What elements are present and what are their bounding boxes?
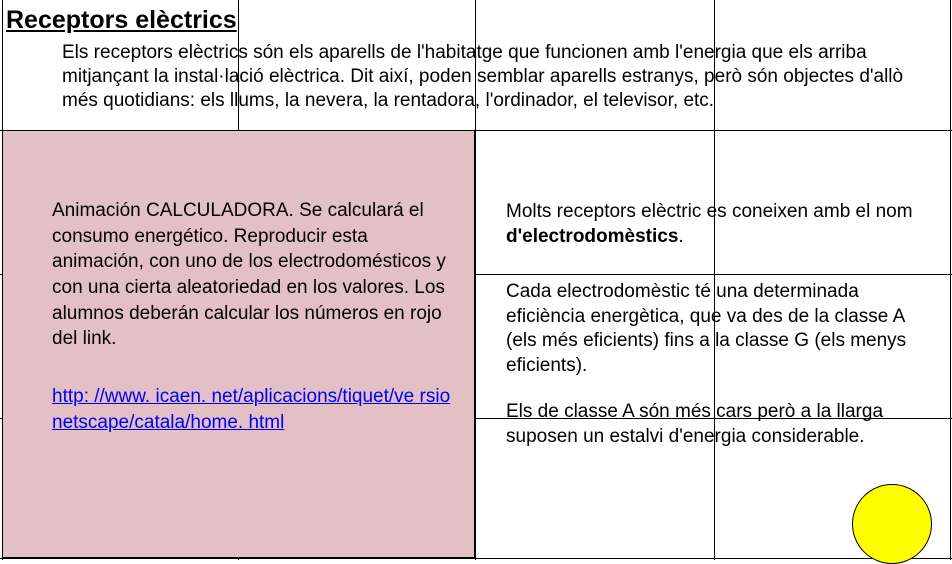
right-p1-bold: d'electrodomèstics bbox=[506, 226, 678, 247]
intro-paragraph: Els receptors elèctrics són els aparells… bbox=[62, 41, 932, 112]
right-paragraph-2: Cada electrodomèstic té una determinada … bbox=[506, 280, 926, 379]
grid-v-4 bbox=[950, 0, 951, 560]
grid-h-3 bbox=[0, 558, 952, 559]
nav-circle-icon[interactable] bbox=[852, 484, 932, 564]
calculator-note-text: Animación CALCULADORA. Se calculará el c… bbox=[52, 198, 454, 352]
right-p1-before: Molts receptors elèctric es coneixen amb… bbox=[506, 201, 913, 222]
page-title: Receptors elèctrics bbox=[6, 6, 237, 35]
right-paragraph-1: Molts receptors elèctric es coneixen amb… bbox=[506, 200, 926, 249]
right-paragraph-3: Els de classe A són més cars però a la l… bbox=[506, 400, 926, 449]
right-p1-after: . bbox=[678, 226, 683, 247]
calculator-link[interactable]: http: //www. icaen. net/aplicacions/tiqu… bbox=[52, 384, 454, 435]
